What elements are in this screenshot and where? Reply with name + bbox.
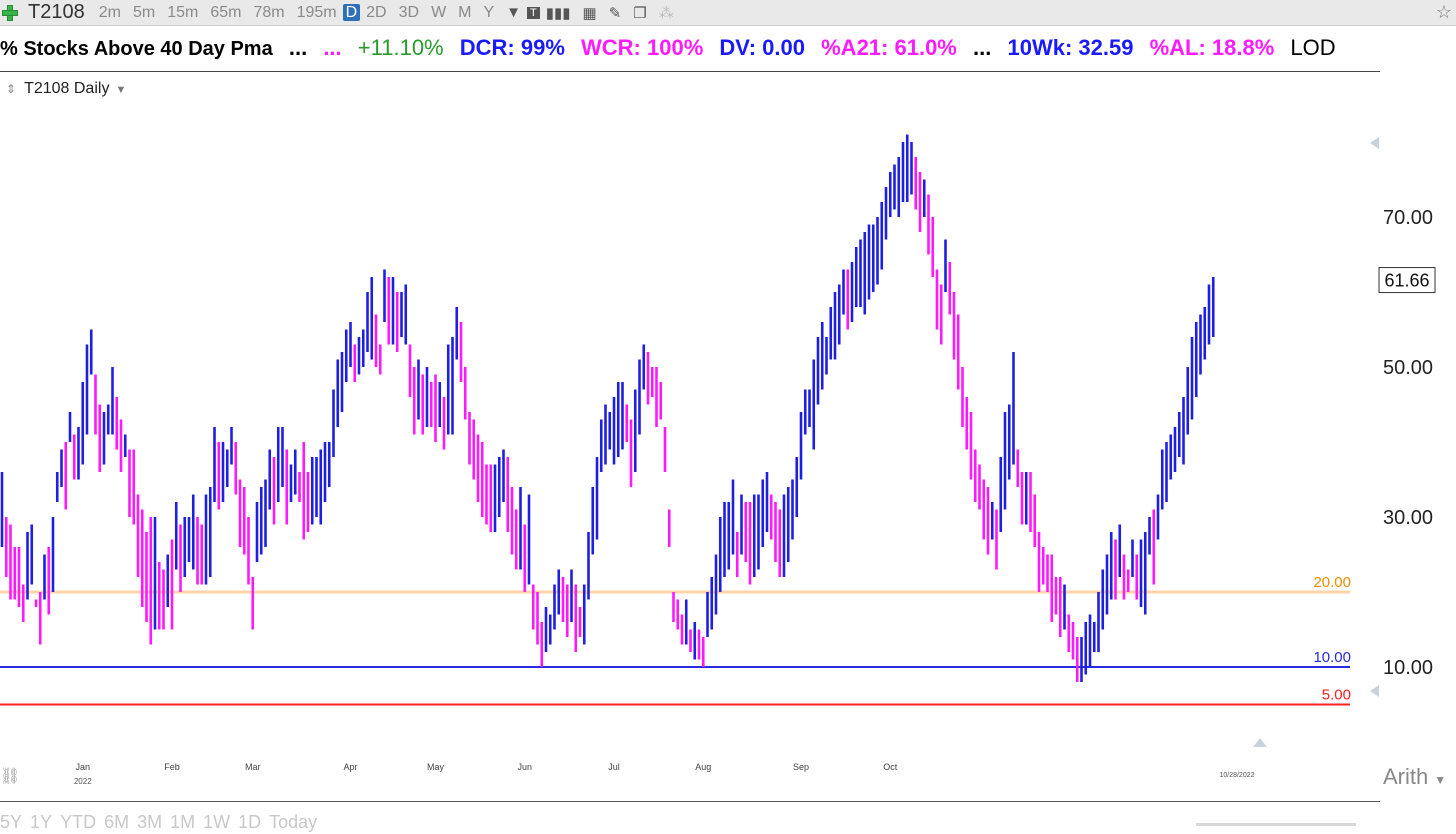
range-5y[interactable]: 5Y [0,812,23,832]
range-6m[interactable]: 6M [104,812,130,832]
dropdown-icon[interactable]: ▼ [506,4,522,21]
footer-divider [0,801,1380,802]
ticker-a21: %A21: 61.0% [821,35,957,60]
x-tick-label: Mar [245,762,261,772]
chart-title-text: T2108 Daily [24,80,110,97]
ticker-10wk: 10Wk: 32.59 [1007,35,1134,60]
ticker-dots-3: ... [973,35,992,60]
bar-style-icon[interactable]: ▮▮▮ [545,4,571,22]
timeframe-2d[interactable]: 2D [366,3,387,21]
header-divider [0,71,1380,72]
x-tick-label: May [427,762,445,772]
range-buttons: 5Y 1Y YTD 6M 3M 1M 1W 1D Today [0,812,325,833]
x-tick-label: Jan [75,762,90,772]
range-1m[interactable]: 1M [170,812,196,832]
timeframe-2m[interactable]: 2m [98,3,121,21]
range-1y[interactable]: 1Y [30,812,53,832]
x-tick-label: Oct [883,762,898,772]
timeframe-y[interactable]: Y [483,3,495,21]
scroll-down-icon[interactable] [1370,685,1379,697]
last-price-label: 61.66 [1384,271,1429,291]
text-tool-icon[interactable]: T [527,6,540,19]
caret-down-icon[interactable]: ▼ [115,84,127,96]
layers-icon[interactable]: ❐ [633,4,647,22]
ticker-name: % Stocks Above 40 Day Pma [0,38,273,60]
timeframe-65m[interactable]: 65m [210,3,242,21]
ticker-dcr: DCR: 99% [459,35,565,60]
ticker-wcr: WCR: 100% [581,35,704,60]
timeframe-195m[interactable]: 195m [296,3,337,21]
ticker-dots: ... [288,35,308,60]
hline-label-20: 20.00 [1313,574,1351,591]
range-ytd[interactable]: YTD [60,812,97,832]
last-price-box [1378,267,1436,294]
timeframe-15m[interactable]: 15m [167,3,199,21]
draw-pencil-icon[interactable]: ✎ [608,4,622,22]
x-tick-label: Jun [517,762,532,772]
scroll-up-icon[interactable] [1370,137,1379,149]
timeframe-d[interactable]: D [342,3,361,21]
link-icon[interactable]: ⛓ [0,768,21,785]
scale-label: Arith [1383,764,1429,789]
ticker-change: +11.10% [357,35,444,60]
hline-label-10: 10.00 [1313,649,1351,666]
x-tick-label: Feb [164,762,180,772]
ticker-line: % Stocks Above 40 Day Pma ... ... +11.10… [0,28,1456,68]
resize-arrow-icon[interactable]: ⇕ [6,82,17,96]
ticker-dots-magenta: ... [323,35,342,60]
ticker-al: %AL: 18.8% [1149,35,1275,60]
toolbar: T2108 2m 5m 15m 65m 78m 195m D 2D 3D W M Y ▼ T ▮▮▮ … [0,0,1456,26]
range-1w[interactable]: 1W [203,812,231,832]
range-1d[interactable]: 1D [238,812,262,832]
y-tick-label: 30.00 [1383,507,1433,529]
expand-icon[interactable] [1253,738,1267,747]
x-tick-sublabel: 2022 [74,777,92,786]
timeframe-m[interactable]: M [458,3,472,21]
ticker-lod: LOD [1290,35,1336,60]
add-symbol-icon[interactable] [2,4,18,21]
y-tick-label: 70.00 [1383,207,1433,229]
timeframe-5m[interactable]: 5m [132,3,156,21]
timeframe-w[interactable]: W [431,3,447,21]
range-3m[interactable]: 3M [137,812,163,832]
x-tick-label: Apr [343,762,357,772]
share-icon[interactable]: ⁂ [658,4,674,22]
hline-label-5: 5.00 [1322,687,1351,704]
range-today[interactable]: Today [269,812,318,832]
grid-icon[interactable]: ▦ [582,4,597,22]
x-tick-label: Jul [608,762,620,772]
y-tick-label: 50.00 [1383,357,1433,379]
scale-select[interactable]: Arith ▼ [1383,764,1446,790]
x-tick-label: Sep [793,762,809,772]
x-tick-label: Aug [695,762,711,772]
x-end-label: 10/28/2022 [1219,772,1254,779]
timeframe-78m[interactable]: 78m [253,3,285,21]
y-tick-label: 10.00 [1383,657,1433,679]
chart-title[interactable]: ⇕ T2108 Daily ▼ [6,80,126,98]
timeframe-list: 2m 5m 15m 65m 78m 195m D 2D 3D W M Y [93,3,500,22]
star-icon[interactable]: ☆ [1435,2,1452,22]
timeframe-3d[interactable]: 3D [398,3,420,21]
ticker-dv: DV: 0.00 [719,35,805,60]
scrollbar[interactable] [1196,823,1356,826]
chevron-down-icon: ▼ [1434,773,1447,787]
price-chart[interactable]: 20.00 10.00 5.00 70.00 50.00 30.00 10.00 61.66 J… [0,100,1456,800]
symbol-field[interactable]: T2108 [28,1,85,23]
